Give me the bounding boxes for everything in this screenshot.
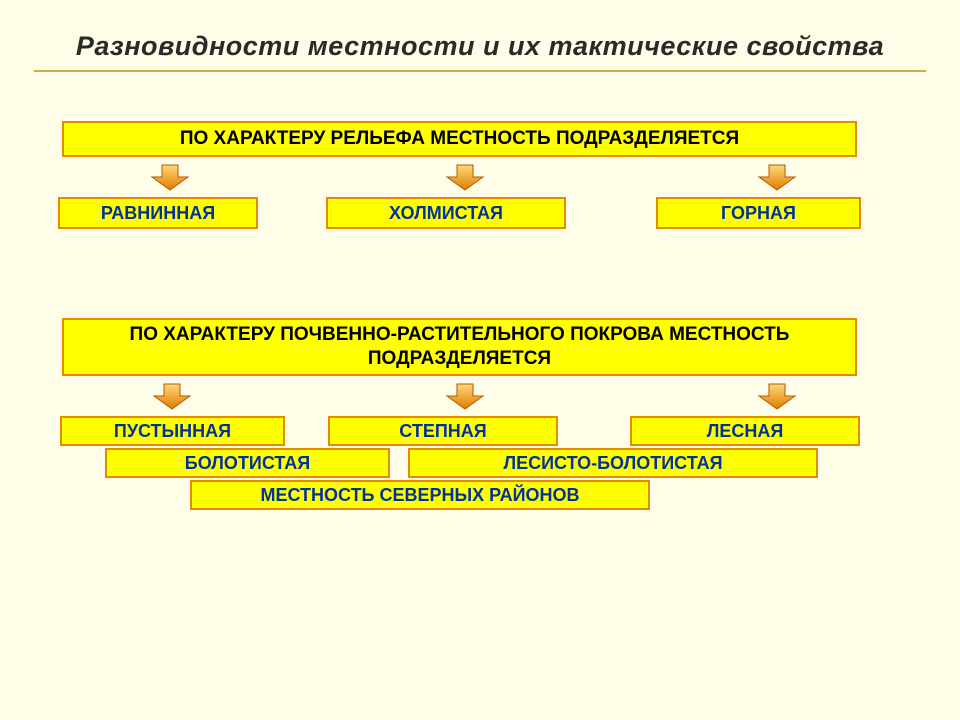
section2-row1-child-3: ЛЕСНАЯ [630,416,860,446]
arrow-down-icon [757,163,797,191]
arrow-down-icon [445,382,485,410]
arrow-down-icon [150,163,190,191]
section2-row2-child-1: БОЛОТИСТАЯ [105,448,390,478]
section2-header: ПО ХАРАКТЕРУ ПОЧВЕННО-РАСТИТЕЛЬНОГО ПОКР… [62,318,857,376]
section2-row3-child-1: МЕСТНОСТЬ СЕВЕРНЫХ РАЙОНОВ [190,480,650,510]
arrow-down-icon [757,382,797,410]
arrow-down-icon [152,382,192,410]
slide-title: Разновидности местности и их тактические… [0,0,960,70]
section2-row1-child-2: СТЕПНАЯ [328,416,558,446]
section1-child-3: ГОРНАЯ [656,197,861,229]
arrow-down-icon [445,163,485,191]
section2-row2-child-2: ЛЕСИСТО-БОЛОТИСТАЯ [408,448,818,478]
section2-row1-child-1: ПУСТЫННАЯ [60,416,285,446]
section1-child-2: ХОЛМИСТАЯ [326,197,566,229]
section1-header: ПО ХАРАКТЕРУ РЕЛЬЕФА МЕСТНОСТЬ ПОДРАЗДЕЛ… [62,121,857,157]
title-underline [34,70,926,72]
slide: Разновидности местности и их тактические… [0,0,960,720]
section1-child-1: РАВНИННАЯ [58,197,258,229]
